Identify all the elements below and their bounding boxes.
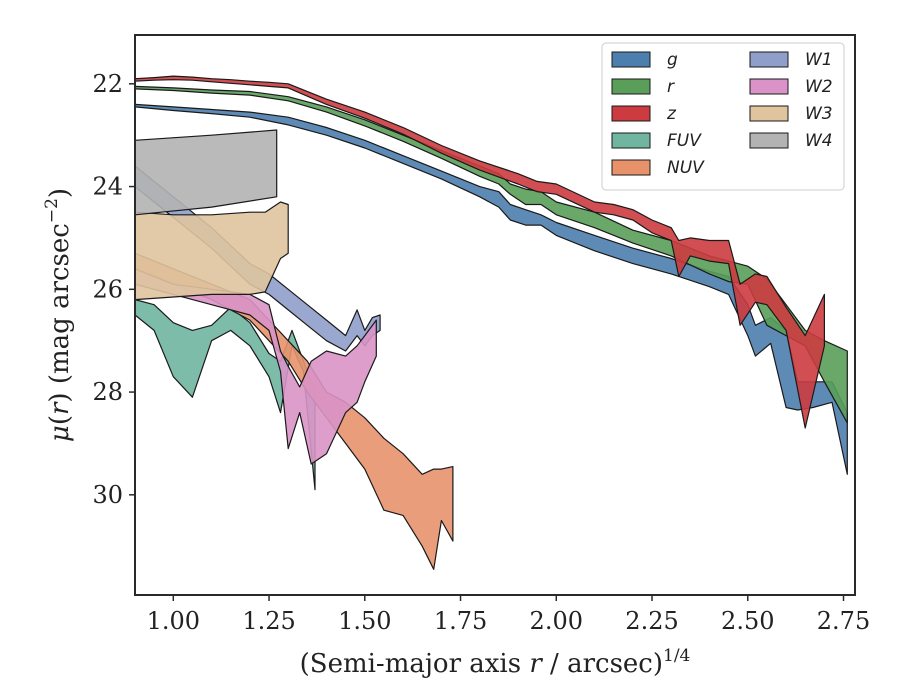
- y-axis-label: μ(r) (mag arcsec−2): [42, 188, 75, 442]
- band-w2: [135, 268, 377, 465]
- band-g: [135, 103, 848, 475]
- legend-label-w2: W2: [805, 77, 833, 97]
- legend-swatch-nuv: [611, 159, 651, 176]
- y-tick-label: 28: [92, 378, 123, 406]
- x-tick-label: 2.25: [625, 607, 678, 635]
- x-axis-ticks: 1.00 1.25 1.50 1.75 2.00 2.25 2.50 2.75: [147, 595, 870, 635]
- band-fuv: [135, 299, 316, 491]
- legend-swatch-z: [611, 105, 651, 122]
- legend-swatch-g: [611, 51, 651, 68]
- y-tick-label: 26: [92, 275, 123, 303]
- x-tick-label: 1.25: [242, 607, 295, 635]
- x-tick-label: 1.00: [147, 607, 200, 635]
- legend-label-nuv: NUV: [667, 158, 705, 178]
- legend-swatch-w3: [749, 105, 789, 122]
- legend-swatch-w2: [749, 78, 789, 95]
- x-tick-label: 1.50: [338, 607, 391, 635]
- x-tick-label: 1.75: [434, 607, 487, 635]
- y-tick-label: 22: [92, 70, 123, 98]
- x-tick-label: 2.50: [721, 607, 774, 635]
- band-w3: [135, 201, 289, 301]
- legend-label-w3: W3: [805, 104, 833, 124]
- legend-label-w1: W1: [805, 50, 833, 70]
- legend-swatch-w4: [749, 132, 789, 149]
- legend-swatch-fuv: [611, 132, 651, 149]
- legend-label-r: r: [667, 77, 675, 97]
- legend-label-w4: W4: [805, 131, 833, 151]
- legend-label-fuv: FUV: [667, 131, 702, 151]
- legend: grz FUV NUV W1 W2 W3 W4: [601, 42, 845, 191]
- plot-frame: [134, 34, 856, 596]
- profile-bands: [135, 75, 848, 570]
- x-axis-label: (Semi-major axis r / arcsec)1/4: [300, 646, 691, 679]
- legend-label-z: z: [666, 104, 677, 124]
- x-tick-label: 2.00: [530, 607, 583, 635]
- plot-area: [134, 34, 856, 596]
- x-tick-label: 2.75: [817, 607, 870, 635]
- band-z: [135, 75, 825, 429]
- y-tick-label: 30: [92, 481, 123, 509]
- y-tick-label: 24: [92, 173, 123, 201]
- y-axis-ticks: 22 24 26 28 30: [92, 70, 135, 509]
- legend-swatch-w1: [749, 51, 789, 68]
- band-w4: [135, 129, 278, 216]
- legend-label-g: g: [667, 50, 678, 70]
- legend-swatch-r: [611, 78, 651, 95]
